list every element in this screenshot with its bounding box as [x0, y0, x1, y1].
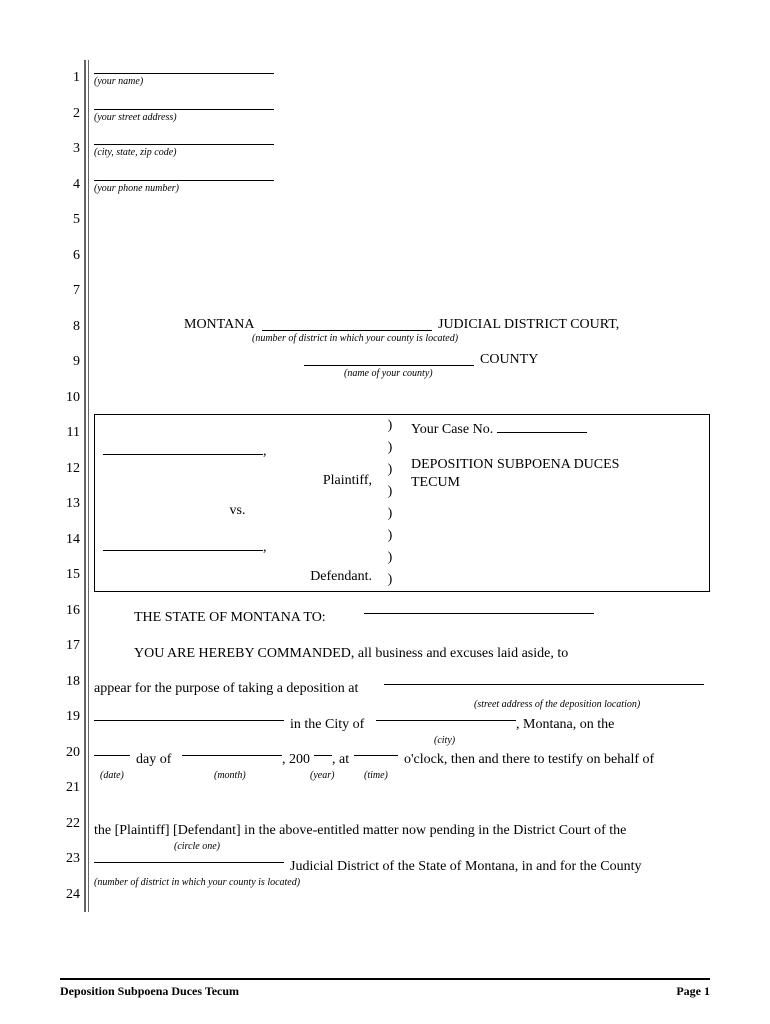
- line-number: 20: [60, 735, 80, 771]
- county-header: COUNTY (name of your county): [94, 344, 710, 380]
- line-number: 1: [60, 60, 80, 96]
- field-your-name: (your name): [94, 60, 710, 96]
- margin-rule-inner: [88, 60, 89, 912]
- line-number: 6: [60, 238, 80, 274]
- line-number: 22: [60, 806, 80, 842]
- line-number: 18: [60, 664, 80, 700]
- caption-parens: )))))))): [380, 415, 400, 591]
- state-label: MONTANA: [184, 317, 254, 333]
- case-caption-box: , Plaintiff, vs. , Defendant. )))))))) Y…: [94, 414, 710, 592]
- hint-district-number: (number of district in which your county…: [252, 333, 458, 344]
- line-number: 5: [60, 202, 80, 238]
- line-number: 21: [60, 770, 80, 806]
- line-number: 10: [60, 380, 80, 416]
- caption-parties: , Plaintiff, vs. , Defendant.: [95, 415, 380, 591]
- county-label: COUNTY: [480, 352, 538, 368]
- vs-label: vs.: [95, 503, 380, 519]
- plaintiff-label: Plaintiff,: [323, 473, 372, 489]
- line-number: 16: [60, 593, 80, 629]
- line-numbers: 123456789101112131415161718192021222324: [60, 60, 80, 912]
- field-phone: (your phone number): [94, 167, 710, 203]
- hint-phone: (your phone number): [94, 183, 179, 194]
- doc-title-line1: DEPOSITION SUBPOENA DUCES: [411, 457, 619, 473]
- field-city-state-zip: (city, state, zip code): [94, 131, 710, 167]
- line-number: 13: [60, 486, 80, 522]
- margin-rule-outer: [84, 60, 86, 912]
- line-number: 12: [60, 451, 80, 487]
- line-number: 8: [60, 309, 80, 345]
- hint-city-state-zip: (city, state, zip code): [94, 147, 176, 158]
- page-footer: Deposition Subpoena Duces Tecum Page 1: [60, 978, 710, 999]
- line-number: 11: [60, 415, 80, 451]
- hint-county-name: (name of your county): [344, 368, 433, 379]
- hint-your-name: (your name): [94, 76, 143, 87]
- court-type-label: JUDICIAL DISTRICT COURT,: [438, 317, 619, 333]
- defendant-label: Defendant.: [310, 569, 372, 585]
- body-text: THE STATE OF MONTANA TO: YOU ARE HEREBY …: [94, 592, 710, 912]
- field-street-address: (your street address): [94, 96, 710, 132]
- content-area: (your name) (your street address) (city,…: [94, 60, 710, 912]
- line-number: 19: [60, 699, 80, 735]
- case-no-label: Your Case No.: [411, 422, 493, 437]
- footer-title: Deposition Subpoena Duces Tecum: [60, 984, 239, 999]
- footer-page: Page 1: [676, 984, 710, 999]
- line-number: 7: [60, 273, 80, 309]
- line-number: 4: [60, 167, 80, 203]
- line-number: 3: [60, 131, 80, 167]
- line-number: 23: [60, 841, 80, 877]
- doc-title-line2: TECUM: [411, 475, 460, 491]
- line-number: 17: [60, 628, 80, 664]
- line-number: 24: [60, 877, 80, 913]
- line-number: 15: [60, 557, 80, 593]
- line-number: 2: [60, 96, 80, 132]
- court-header: MONTANA JUDICIAL DISTRICT COURT, (number…: [94, 309, 710, 345]
- line-number: 9: [60, 344, 80, 380]
- line-number: 14: [60, 522, 80, 558]
- hint-street-address: (your street address): [94, 112, 177, 123]
- caption-case-info: Your Case No. DEPOSITION SUBPOENA DUCES …: [405, 415, 705, 591]
